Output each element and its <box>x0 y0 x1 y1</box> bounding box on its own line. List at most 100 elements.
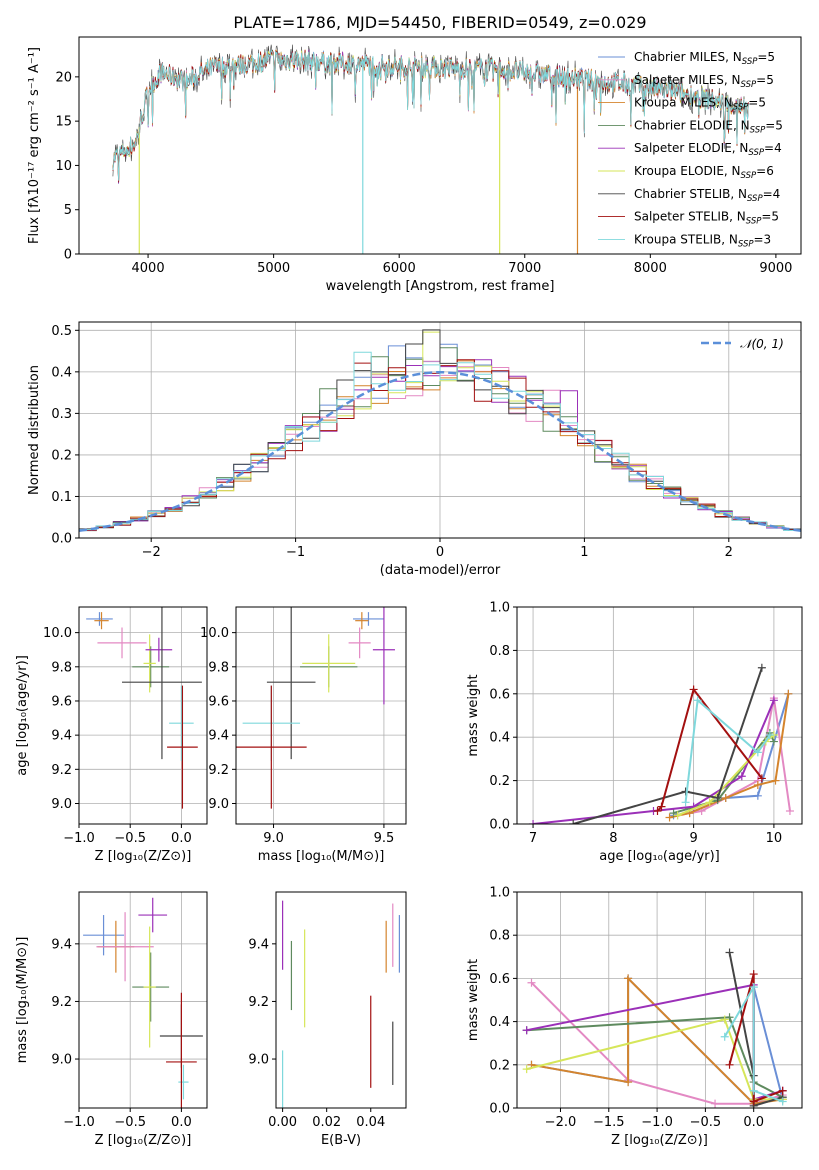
x-axis-label: E(B-V) <box>321 1133 361 1148</box>
x-tick-label: −1 <box>286 545 305 560</box>
x-axis-label: age [log₁₀(age/yr)] <box>599 849 720 864</box>
axes-frame <box>516 606 803 825</box>
weight-marker <box>720 1015 729 1024</box>
y-tick-label: 0.6 <box>489 687 510 702</box>
error-bar-point <box>169 685 194 761</box>
weight-marker <box>784 689 793 698</box>
x-tick-label: −1.0 <box>63 1115 95 1130</box>
y-tick-label: 9.0 <box>248 1053 269 1068</box>
error-bar-point <box>302 634 356 693</box>
plot-spectrum: 4000 5000 6000 7000 8000 9000 0 5 10 15 20 waveleng… <box>27 36 802 294</box>
x-tick-label: −1.0 <box>63 831 95 846</box>
y-tick-label: 20 <box>55 70 72 85</box>
weight-marker <box>749 1097 758 1106</box>
plot-mass-vs-EBV: 0.00 0.02 0.04 9.0 9.2 9.4 E(B-V) <box>248 891 407 1148</box>
axes-frame <box>516 891 803 1109</box>
x-tick-label: −0.5 <box>690 1115 722 1130</box>
weight-marker <box>721 793 730 802</box>
chart-title: PLATE=1786, MJD=54450, FIBERID=0549, z=0… <box>233 13 646 32</box>
x-tick-label: −0.5 <box>114 831 146 846</box>
weight-marker <box>693 696 702 705</box>
weight-marker <box>624 974 633 983</box>
weight-marker <box>522 1065 531 1074</box>
weight-marker <box>673 811 682 820</box>
axes-frame <box>78 321 802 539</box>
y-axis-label: Flux [fλ10⁻¹⁷ erg cm⁻² s⁻¹ A⁻¹] <box>27 47 42 244</box>
y-tick-label: 0.0 <box>51 532 72 547</box>
y-tick-label: 9.4 <box>208 729 229 744</box>
plot-mass-vs-Z: −1.0 −0.5 0.0 9.0 9.2 9.4 Z [log₁₀(Z/Z⊙)] mass … <box>15 891 208 1148</box>
y-tick-label: 10.0 <box>43 626 72 641</box>
legend: Chabrier MILES, NSSP=5 Salpeter MILES, NS… <box>598 50 783 249</box>
plot-weight-vs-age: 7 8 9 10 0.0 0.2 0.4 0.6 0.8 1.0 age [log₁₀(age/yr… <box>466 601 803 864</box>
axes-frame <box>78 606 208 825</box>
weight-marker <box>711 1099 720 1108</box>
x-axis-label: wavelength [Angstrom, rest frame] <box>326 279 555 294</box>
weight-marker <box>681 798 690 807</box>
x-tick-label: 0.0 <box>171 1115 192 1130</box>
y-tick-label: 9.4 <box>248 937 269 952</box>
y-tick-label: 9.2 <box>248 995 269 1010</box>
axes-frame <box>78 891 208 1109</box>
weight-marker <box>725 1013 734 1022</box>
plot-residuals: −2 −1 0 1 2 0.0 0.1 0.2 0.3 0.4 0.5 (data-model)/er… <box>27 321 802 578</box>
y-tick-label: 9.0 <box>208 797 229 812</box>
error-bar-point <box>122 607 202 760</box>
weight-series <box>653 685 766 815</box>
plot-age-vs-mass: 9.0 9.5 9.0 9.2 9.4 9.6 9.8 10.0 mass [log₁₀(M/M… <box>200 606 407 864</box>
weight-marker <box>769 696 778 705</box>
x-tick-label: −0.5 <box>114 1115 146 1130</box>
y-tick-label: 1.0 <box>489 886 510 901</box>
x-tick-label: 0.00 <box>268 1115 297 1130</box>
weight-marker <box>771 776 780 785</box>
error-bar-point <box>266 607 316 760</box>
plot-area <box>236 607 395 809</box>
weight-marker <box>527 978 536 987</box>
axes-frame <box>78 36 802 255</box>
x-axis-label: Z [log₁₀(Z/Z⊙)] <box>95 849 192 864</box>
x-tick-label: 0.0 <box>743 1115 764 1130</box>
legend-label: Chabrier MILES, NSSP=5 <box>634 50 775 67</box>
x-tick-label: 0 <box>436 545 444 560</box>
x-tick-label: 5000 <box>257 261 290 276</box>
error-bar-point <box>236 685 307 809</box>
y-tick-label: 0.5 <box>51 324 72 339</box>
weight-line <box>526 1016 784 1099</box>
plot-area <box>282 900 400 1108</box>
y-tick-label: 0 <box>64 248 72 263</box>
weight-line <box>723 983 784 1103</box>
weight-marker <box>778 1097 787 1106</box>
plot-area <box>112 44 749 254</box>
y-tick-label: 0.4 <box>51 365 72 380</box>
weight-marker <box>713 793 722 802</box>
y-tick-label: 9.2 <box>51 763 72 778</box>
weight-line <box>572 667 763 824</box>
x-axis-label: Z [log₁₀(Z/Z⊙)] <box>95 1133 192 1148</box>
y-tick-label: 9.4 <box>51 937 72 952</box>
x-axis-label: Z [log₁₀(Z/Z⊙)] <box>611 1133 708 1148</box>
y-tick-label: 9.2 <box>208 763 229 778</box>
error-bar-point <box>178 1064 189 1100</box>
y-tick-label: 5 <box>64 203 72 218</box>
weight-marker <box>778 1086 787 1095</box>
y-tick-label: 15 <box>55 115 72 130</box>
weight-series <box>720 983 787 1106</box>
weight-marker <box>749 970 758 979</box>
plot-area <box>522 948 787 1108</box>
weight-marker <box>689 685 698 694</box>
weight-marker <box>725 948 734 957</box>
weight-marker <box>749 1086 758 1095</box>
error-bar-point <box>83 915 125 956</box>
y-tick-label: 0.0 <box>489 818 510 833</box>
x-tick-label: 9 <box>689 831 697 846</box>
weight-line <box>526 1018 783 1101</box>
x-tick-label: 8000 <box>634 261 667 276</box>
spectrum-series-line <box>112 49 749 181</box>
error-bar-point <box>94 612 109 630</box>
weight-line <box>684 698 771 803</box>
weight-marker <box>753 791 762 800</box>
x-axis-label: mass [log₁₀(M/M⊙)] <box>258 849 385 864</box>
legend-label: Chabrier STELIB, NSSP=4 <box>634 187 780 204</box>
x-tick-label: 7 <box>529 831 537 846</box>
gaussian-curve <box>79 371 801 532</box>
